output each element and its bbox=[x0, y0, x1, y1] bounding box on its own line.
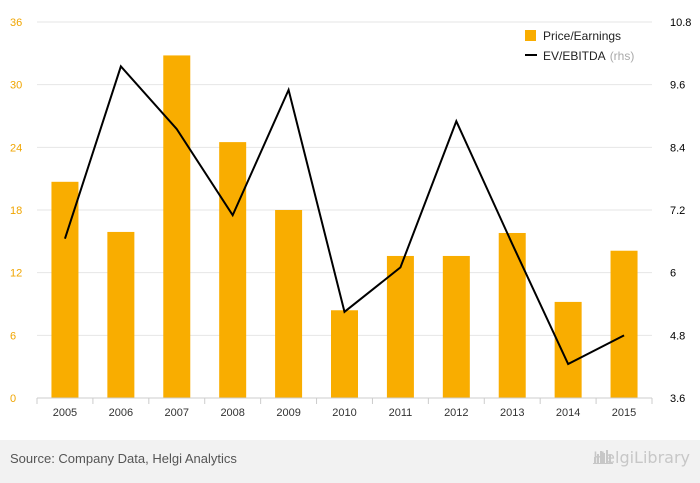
y-right-tick-label: 6 bbox=[670, 268, 676, 280]
bar-price-earnings bbox=[498, 232, 526, 398]
x-tick-label: 2006 bbox=[109, 407, 133, 419]
legend-label-rhs: (rhs) bbox=[610, 49, 635, 63]
source-note: Source: Company Data, Helgi Analytics bbox=[10, 451, 237, 466]
x-tick-label: 2013 bbox=[500, 407, 524, 419]
grid bbox=[37, 21, 652, 399]
y-left-tick-label: 24 bbox=[10, 142, 22, 154]
y-left-tick-label: 6 bbox=[10, 330, 16, 342]
footer bbox=[0, 440, 700, 483]
x-tick-label: 2009 bbox=[276, 407, 300, 419]
x-tick-label: 2014 bbox=[556, 407, 580, 419]
x-tick-label: 2012 bbox=[444, 407, 468, 419]
legend: Price/Earnings EV/EBITDA (rhs) bbox=[525, 29, 634, 63]
y-right-tick-label: 7.2 bbox=[670, 205, 685, 217]
x-tick-label: 2008 bbox=[220, 407, 244, 419]
x-tick-label: 2005 bbox=[53, 407, 77, 419]
y-right-tick-label: 4.8 bbox=[670, 330, 685, 342]
bar-series bbox=[51, 55, 638, 399]
brand-logo[interactable]: HelgiLibrary bbox=[593, 448, 690, 467]
bar-price-earnings bbox=[386, 255, 414, 398]
x-tick-label: 2010 bbox=[332, 407, 356, 419]
library-icon bbox=[593, 450, 614, 464]
legend-label-ev-ebitda-name: EV/EBITDA bbox=[543, 49, 606, 63]
x-tick-label: 2011 bbox=[389, 407, 413, 419]
bar-price-earnings bbox=[275, 210, 303, 398]
bar-price-earnings bbox=[442, 255, 470, 398]
brand-name: HelgiLibrary bbox=[593, 448, 690, 467]
y-left-tick-label: 36 bbox=[10, 17, 22, 29]
legend-swatch-price-earnings bbox=[525, 30, 536, 41]
bar-price-earnings bbox=[554, 301, 582, 398]
bar-price-earnings bbox=[107, 231, 135, 398]
bar-price-earnings bbox=[331, 310, 358, 398]
y-left-tick-label: 30 bbox=[10, 80, 22, 92]
y-right-tick-label: 3.6 bbox=[670, 393, 685, 405]
bar-price-earnings bbox=[219, 142, 247, 398]
y-right-tick-label: 8.4 bbox=[670, 142, 685, 154]
y-left-tick-label: 0 bbox=[10, 393, 16, 405]
y-right-tick-label: 10.8 bbox=[670, 17, 691, 29]
legend-label-ev-ebitda: EV/EBITDA (rhs) bbox=[543, 49, 634, 63]
axes: 0 6 12 18 24 30 36 3.6 4.8 6 7.2 8.4 9.6 10.8 2005 2006… bbox=[10, 17, 691, 419]
line-series bbox=[64, 64, 625, 366]
bar-price-earnings bbox=[51, 181, 79, 398]
y-right-tick-label: 9.6 bbox=[670, 80, 685, 92]
bar-price-earnings bbox=[163, 55, 191, 399]
combo-chart: 0 6 12 18 24 30 36 3.6 4.8 6 7.2 8.4 9.6 10.8 2005 2006… bbox=[10, 17, 691, 419]
y-left-tick-label: 12 bbox=[10, 268, 22, 280]
y-left-tick-label: 18 bbox=[10, 205, 22, 217]
legend-label-price-earnings: Price/Earnings bbox=[543, 29, 621, 43]
x-tick-label: 2015 bbox=[612, 407, 636, 419]
bar-price-earnings bbox=[610, 250, 638, 398]
x-tick-label: 2007 bbox=[165, 407, 189, 419]
